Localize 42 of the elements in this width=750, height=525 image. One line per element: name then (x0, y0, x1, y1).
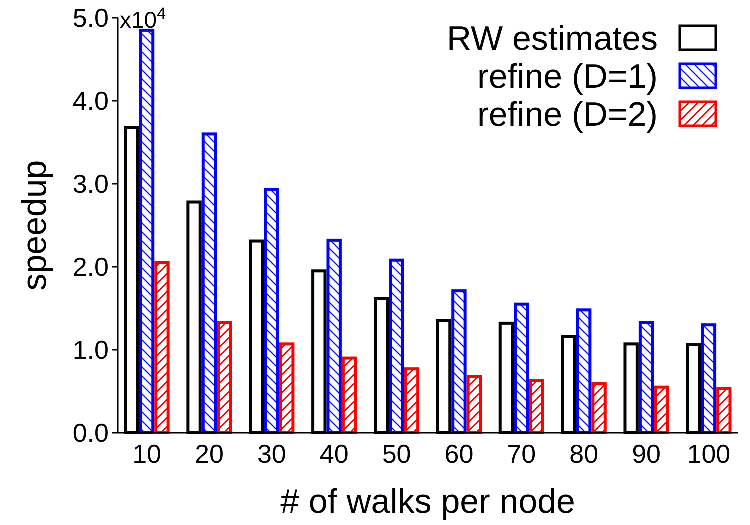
legend-label: RW estimates (447, 20, 658, 58)
bar (466, 375, 482, 434)
bar (280, 342, 295, 434)
bar (264, 188, 280, 434)
y-tick-label: 5.0 (72, 3, 109, 34)
bar (326, 238, 342, 434)
y-tick-label: 0.0 (72, 418, 109, 448)
bar (654, 386, 670, 434)
y-tick-label: 2.0 (72, 252, 109, 282)
annotation: x10$^{4}$ (120, 5, 166, 33)
bar (592, 382, 607, 434)
y-tick-label: 1.0 (72, 335, 109, 366)
x-tick-label: 10 (132, 439, 162, 469)
bar (452, 290, 467, 434)
bar (576, 308, 592, 434)
bar (139, 28, 155, 434)
y-tick-label: 4.0 (72, 86, 109, 116)
bar (514, 302, 530, 434)
x-tick-label: 50 (382, 439, 412, 469)
legend-label: refine (D=1) (478, 58, 658, 96)
bar (342, 356, 358, 434)
bar (529, 379, 544, 434)
bar (154, 261, 170, 434)
bar (701, 324, 717, 434)
bar (202, 132, 218, 434)
x-tick-label: 80 (570, 439, 599, 469)
bar (638, 321, 654, 434)
bar (716, 388, 732, 434)
bar (217, 321, 232, 434)
bar (404, 368, 420, 434)
x-tick-label: 20 (195, 439, 224, 469)
x-tick-label: 40 (320, 439, 349, 469)
legend-label: refine (D=2) (478, 96, 658, 134)
y-tick-label: 3.0 (72, 169, 109, 200)
x-axis-title: # of walks per node (280, 483, 576, 521)
x-tick-label: 90 (632, 439, 661, 469)
x-tick-label: 100 (687, 439, 731, 469)
bar (389, 258, 404, 434)
x-tick-label: 60 (444, 439, 474, 469)
x-tick-label: 70 (507, 439, 536, 469)
y-axis-title: speedup (16, 160, 54, 291)
x-tick-label: 30 (257, 439, 286, 469)
